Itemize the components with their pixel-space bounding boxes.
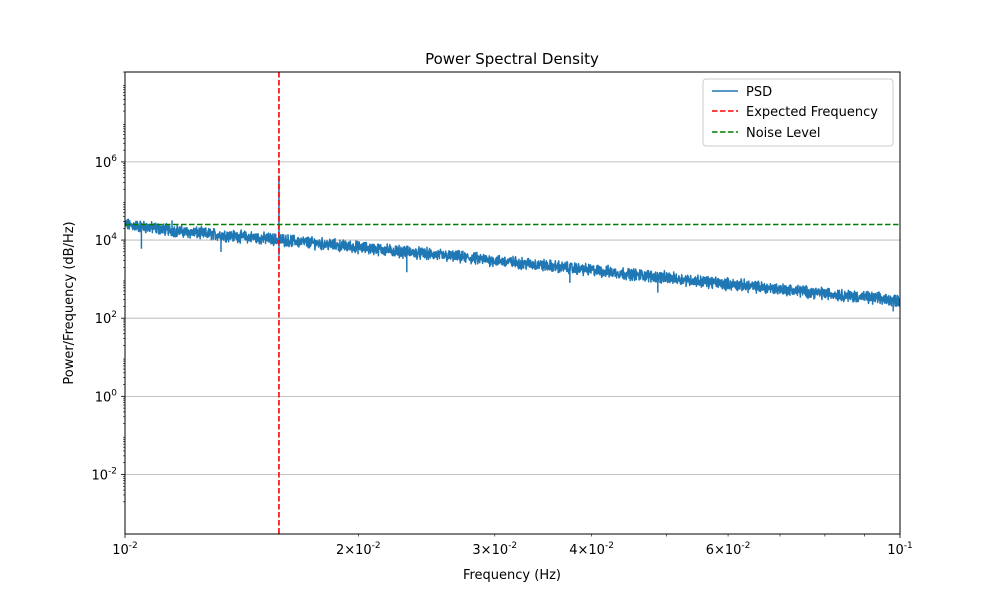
series-layer (125, 72, 900, 534)
x-tick-base: 10 (112, 543, 129, 558)
x-minor-tick-base: 4×10 (569, 543, 605, 558)
x-minor-tick-label: 3×10-2 (472, 541, 517, 558)
y-tick-base: 10 (91, 468, 108, 483)
y-tick-base: 10 (95, 312, 112, 327)
y-tick-label: 104 (95, 232, 118, 249)
x-tick-exponent: -1 (904, 541, 913, 551)
psd-series-line (125, 175, 900, 312)
legend-expected-frequency-label: Expected Frequency (746, 105, 878, 120)
y-tick-label: 100 (95, 388, 118, 405)
x-tick-label: 10-1 (887, 541, 913, 558)
chart-title: Power Spectral Density (425, 50, 599, 68)
y-tick-label: 10-2 (91, 466, 117, 483)
x-tick-exponent: -2 (129, 541, 138, 551)
legend-psd-label: PSD (746, 85, 772, 100)
x-minor-tick-exponent: -2 (508, 541, 517, 551)
x-minor-tick-exponent: -2 (605, 541, 614, 551)
plot-frame (124, 71, 901, 535)
x-minor-tick-base: 2×10 (336, 543, 372, 558)
x-minor-tick-exponent: -2 (741, 541, 750, 551)
x-tick-base: 10 (887, 543, 904, 558)
legend-box (702, 78, 894, 147)
legend-noise-level-label: Noise Level (746, 126, 821, 141)
y-tick-label: 106 (95, 154, 118, 171)
x-axis-label: Frequency (Hz) (463, 568, 561, 583)
y-tick-exponent: -2 (108, 466, 117, 476)
y-tick-base: 10 (95, 390, 112, 405)
x-tick-label: 10-2 (112, 541, 138, 558)
x-minor-tick-label: 2×10-2 (336, 541, 381, 558)
x-minor-tick-base: 6×10 (706, 543, 742, 558)
y-tick-exponent: 0 (111, 388, 117, 398)
y-tick-base: 10 (95, 234, 112, 249)
y-tick-base: 10 (95, 156, 112, 171)
x-minor-tick-exponent: -2 (372, 541, 381, 551)
y-tick-label: 102 (95, 310, 117, 327)
y-axis-label: Power/Frequency (dB/Hz) (62, 221, 77, 384)
x-minor-tick-label: 4×10-2 (569, 541, 614, 558)
y-tick-exponent: 2 (111, 310, 117, 320)
x-minor-tick-label: 6×10-2 (706, 541, 751, 558)
legend: PSD Expected Frequency Noise Level (702, 78, 894, 147)
y-tick-exponent: 4 (111, 232, 117, 242)
x-minor-tick-base: 3×10 (472, 543, 508, 558)
y-tick-exponent: 6 (111, 154, 117, 164)
grid-layer (125, 161, 900, 475)
